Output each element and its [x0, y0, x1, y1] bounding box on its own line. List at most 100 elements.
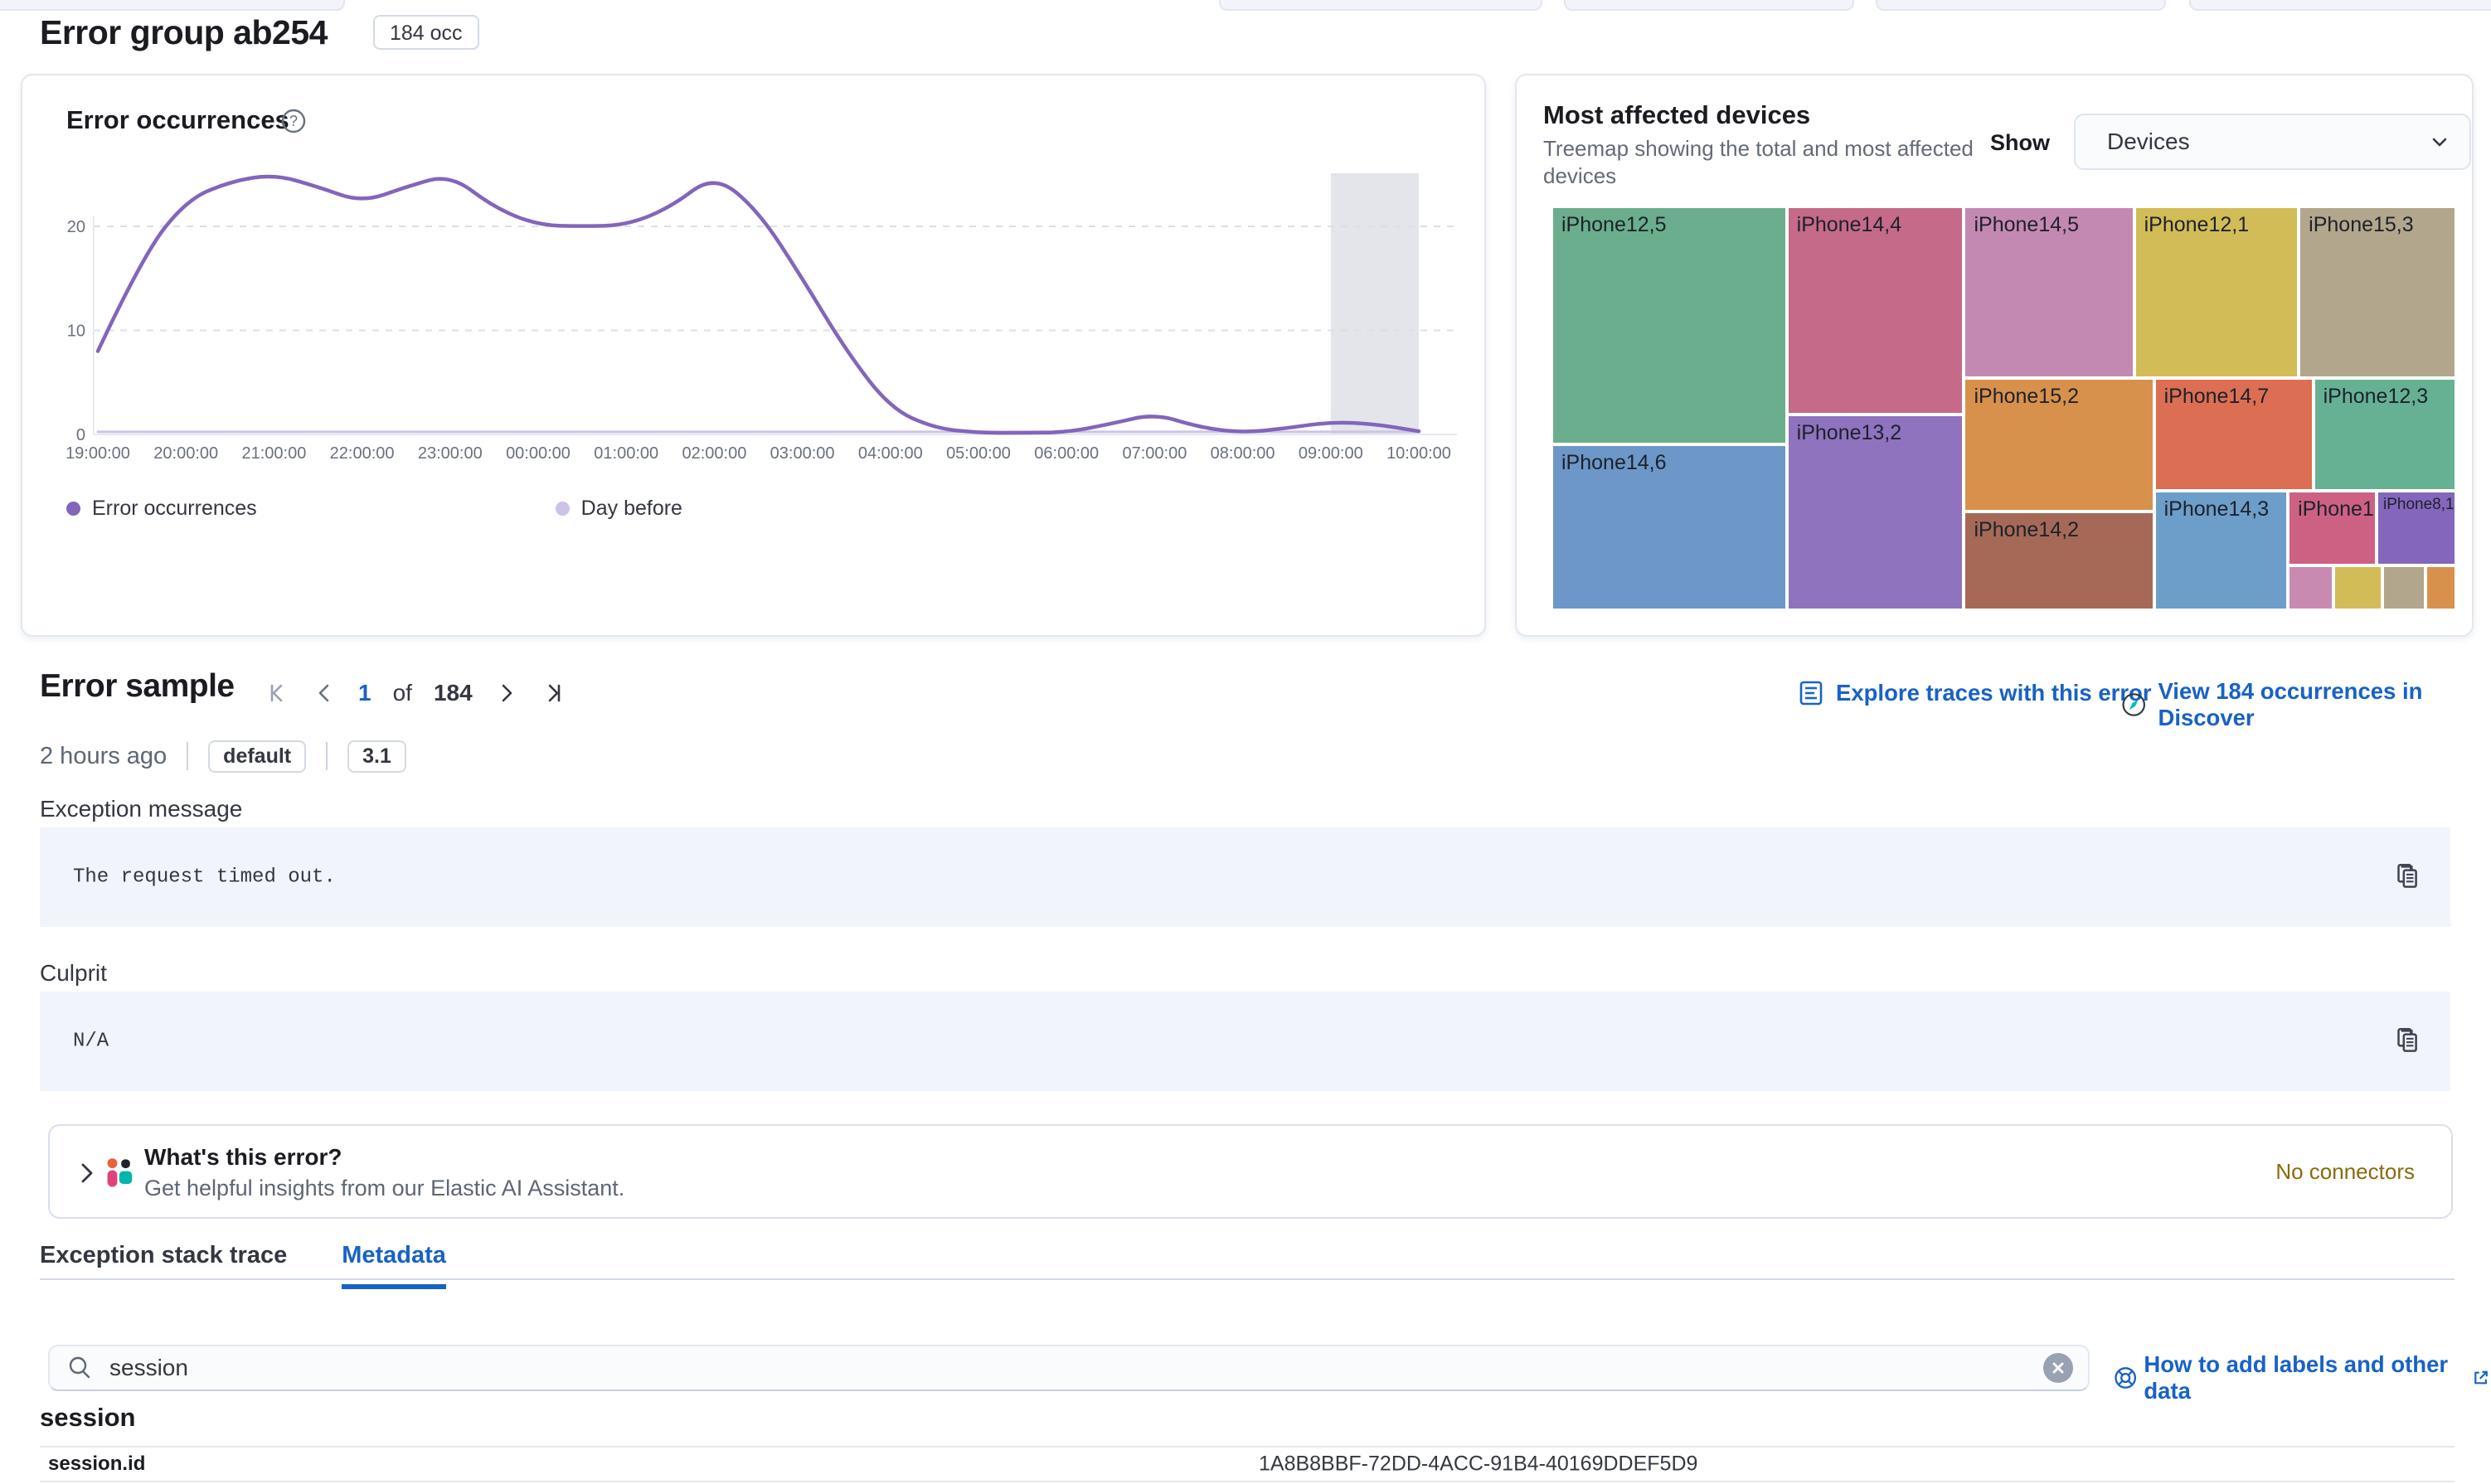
devices-select-value: Devices [2107, 129, 2190, 154]
treemap-tile-iphone12-5[interactable]: iPhone12,5 [1551, 206, 1787, 445]
page-title: Error group ab254 [40, 13, 328, 51]
treemap-tile[interactable] [2382, 565, 2425, 610]
svg-text:20: 20 [67, 218, 85, 236]
chart-legend: Error occurrences Day before [66, 497, 1393, 521]
svg-text:21:00:00: 21:00:00 [241, 444, 306, 463]
tab-metadata[interactable]: Metadata [342, 1242, 446, 1289]
treemap-tile-iphone14-6[interactable]: iPhone14,6 [1551, 444, 1787, 610]
metadata-search [48, 1345, 2090, 1391]
prev-page-icon[interactable] [312, 681, 337, 706]
svg-text:03:00:00: 03:00:00 [770, 444, 835, 463]
view-in-discover-link[interactable]: View 184 occurrences in Discover [2120, 678, 2491, 731]
treemap-tile-iphone14-5[interactable]: iPhone14,5 [1964, 206, 2134, 378]
sample-meta-row: 2 hours ago default 3.1 [40, 738, 406, 774]
explore-traces-link[interactable]: Explore traces with this error [1796, 678, 2152, 708]
sample-timestamp: 2 hours ago [40, 742, 168, 769]
divider [326, 742, 328, 770]
assistant-banner-title: What's this error? [144, 1144, 342, 1170]
treemap-tile-iphone14-7[interactable]: iPhone14,7 [2154, 377, 2314, 492]
svg-text:05:00:00: 05:00:00 [946, 444, 1011, 463]
exception-message-label: Exception message [40, 796, 243, 822]
pagination-current: 1 [358, 680, 371, 706]
how-to-add-labels-label: How to add labels and other data [2144, 1351, 2449, 1404]
metadata-group-heading: session [40, 1403, 136, 1432]
tile-label: iPhone8,1 [2382, 496, 2455, 514]
svg-text:09:00:00: 09:00:00 [1299, 444, 1363, 463]
last-page-icon[interactable] [541, 681, 566, 706]
svg-text:0: 0 [76, 426, 85, 444]
tile-label: iPhone12,5 [1561, 213, 1667, 236]
pagination-of: of [392, 680, 412, 706]
cutoff-tab-strip [2189, 0, 2491, 11]
culprit-value: N/A [73, 1030, 109, 1053]
tile-label: iPhone13,2 [1796, 420, 1902, 444]
sample-pagination: 1 of 184 [265, 675, 566, 711]
tile-label: iPhone15,3 [2309, 213, 2414, 236]
treemap-tile-iphone14-3[interactable]: iPhone14,3 [2154, 491, 2289, 610]
treemap-tile[interactable] [2333, 565, 2382, 610]
how-to-add-labels-link[interactable]: How to add labels and other data [2112, 1351, 2491, 1404]
treemap-tile-iphone8-1[interactable]: iPhone8,1 [2376, 491, 2456, 566]
tile-label: iPhone12,1 [2144, 213, 2250, 236]
treemap-tile-iphone14-4[interactable]: iPhone14,4 [1786, 206, 1964, 415]
treemap-tile-iphone12-3[interactable]: iPhone12,3 [2313, 377, 2456, 492]
error-sample-title: Error sample [40, 668, 235, 704]
devices-select[interactable]: Devices [2074, 114, 2471, 170]
show-label: Show [1990, 130, 2050, 155]
treemap-tile-iphone15-3[interactable]: iPhone15,3 [2299, 206, 2456, 378]
svg-text:?: ? [289, 113, 298, 129]
metadata-search-input[interactable] [108, 1354, 2043, 1382]
legend-item[interactable]: Day before [555, 497, 682, 521]
svg-text:07:00:00: 07:00:00 [1122, 444, 1187, 463]
svg-text:02:00:00: 02:00:00 [682, 444, 746, 463]
clear-search-button[interactable] [2043, 1353, 2073, 1383]
svg-text:20:00:00: 20:00:00 [153, 444, 218, 463]
legend-item[interactable]: Error occurrences [66, 497, 257, 521]
svg-text:01:00:00: 01:00:00 [594, 444, 658, 463]
tile-label: iPhone14,3 [2163, 497, 2270, 521]
elastic-ai-assistant-icon [107, 1158, 133, 1187]
external-link-icon [2474, 1370, 2488, 1385]
question-in-circle-icon[interactable]: ? [279, 107, 308, 135]
treemap-tile-iphone14-2[interactable]: iPhone14,2 [1964, 511, 2154, 610]
treemap-tile[interactable] [2425, 565, 2456, 610]
cutoff-tab-strip [1564, 0, 1854, 11]
metadata-value: 1A8B8BBF-72DD-4ACC-91B4-40169DDEF5D9 [1259, 1452, 1698, 1476]
close-icon [2052, 1362, 2064, 1374]
ai-assistant-banner[interactable]: What's this error? Get helpful insights … [48, 1124, 2453, 1219]
next-page-icon[interactable] [494, 681, 519, 706]
treemap-tile-iphone13-1[interactable]: iPhone13,1 [2288, 491, 2377, 566]
tile-label: iPhone14,4 [1796, 213, 1902, 236]
treemap-tile-iphone13-2[interactable]: iPhone13,2 [1786, 414, 1964, 610]
search-icon [69, 1356, 90, 1379]
copy-icon[interactable] [2391, 1025, 2422, 1056]
copy-icon[interactable] [2391, 861, 2422, 892]
svg-text:10:00:00: 10:00:00 [1386, 444, 1451, 463]
tile-label: iPhone14,7 [2163, 384, 2270, 408]
treemap-tile-iphone12-1[interactable]: iPhone12,1 [2134, 206, 2299, 378]
tab-exception-stack-trace[interactable]: Exception stack trace [40, 1242, 288, 1268]
sample-badge: default [208, 740, 307, 773]
occurrences-panel-title: Error occurrences [66, 105, 289, 134]
chevron-down-icon [2432, 138, 2447, 147]
metadata-key: session.id [48, 1452, 146, 1475]
divider [187, 742, 189, 770]
treemap-tile[interactable] [2288, 565, 2333, 610]
first-page-icon[interactable] [265, 681, 290, 706]
occurrence-count-badge: 184 occ [373, 15, 479, 50]
treemap-tile-iphone15-2[interactable]: iPhone15,2 [1964, 377, 2154, 512]
legend-dot [66, 502, 80, 516]
cutoff-tab-strip [0, 0, 345, 11]
detail-tabs: Exception stack trace Metadata [40, 1242, 446, 1289]
legend-label: Day before [580, 497, 682, 520]
culprit-block: N/A [40, 992, 2450, 1091]
legend-label: Error occurrences [92, 497, 257, 520]
devices-panel-subtitle: Treemap showing the total and most affec… [1543, 136, 1974, 188]
tile-label: iPhone14,2 [1974, 517, 2079, 541]
chevron-right-icon[interactable] [75, 1161, 100, 1186]
svg-text:04:00:00: 04:00:00 [858, 444, 923, 463]
pagination-total: 184 [433, 680, 473, 706]
legend-dot [555, 502, 570, 516]
view-in-discover-label: View 184 occurrences in Discover [2158, 678, 2423, 730]
explore-traces-label: Explore traces with this error [1836, 680, 2152, 706]
